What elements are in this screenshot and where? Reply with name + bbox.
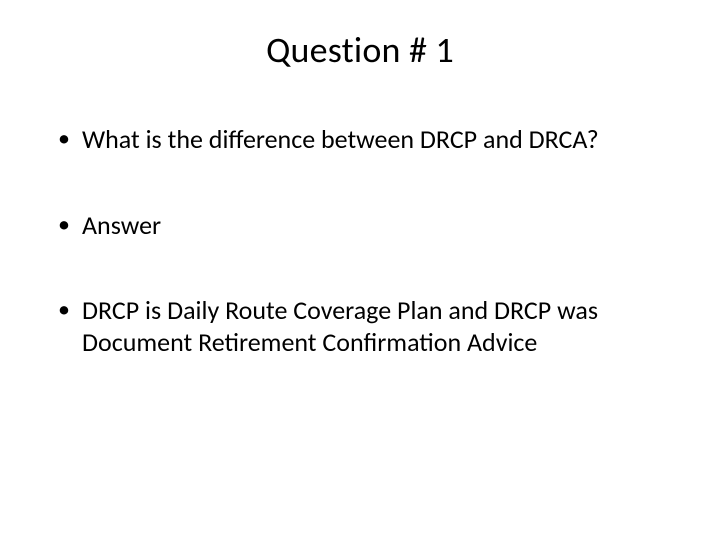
slide-body: What is the difference between DRCP and … [48,124,672,359]
slide-title: Question # 1 [48,28,672,72]
list-item: What is the difference between DRCP and … [54,124,672,156]
bullet-list: What is the difference between DRCP and … [54,124,672,359]
list-item: Answer [54,210,672,242]
list-item: DRCP is Daily Route Coverage Plan and DR… [54,295,672,358]
slide: Question # 1 What is the difference betw… [0,0,720,540]
